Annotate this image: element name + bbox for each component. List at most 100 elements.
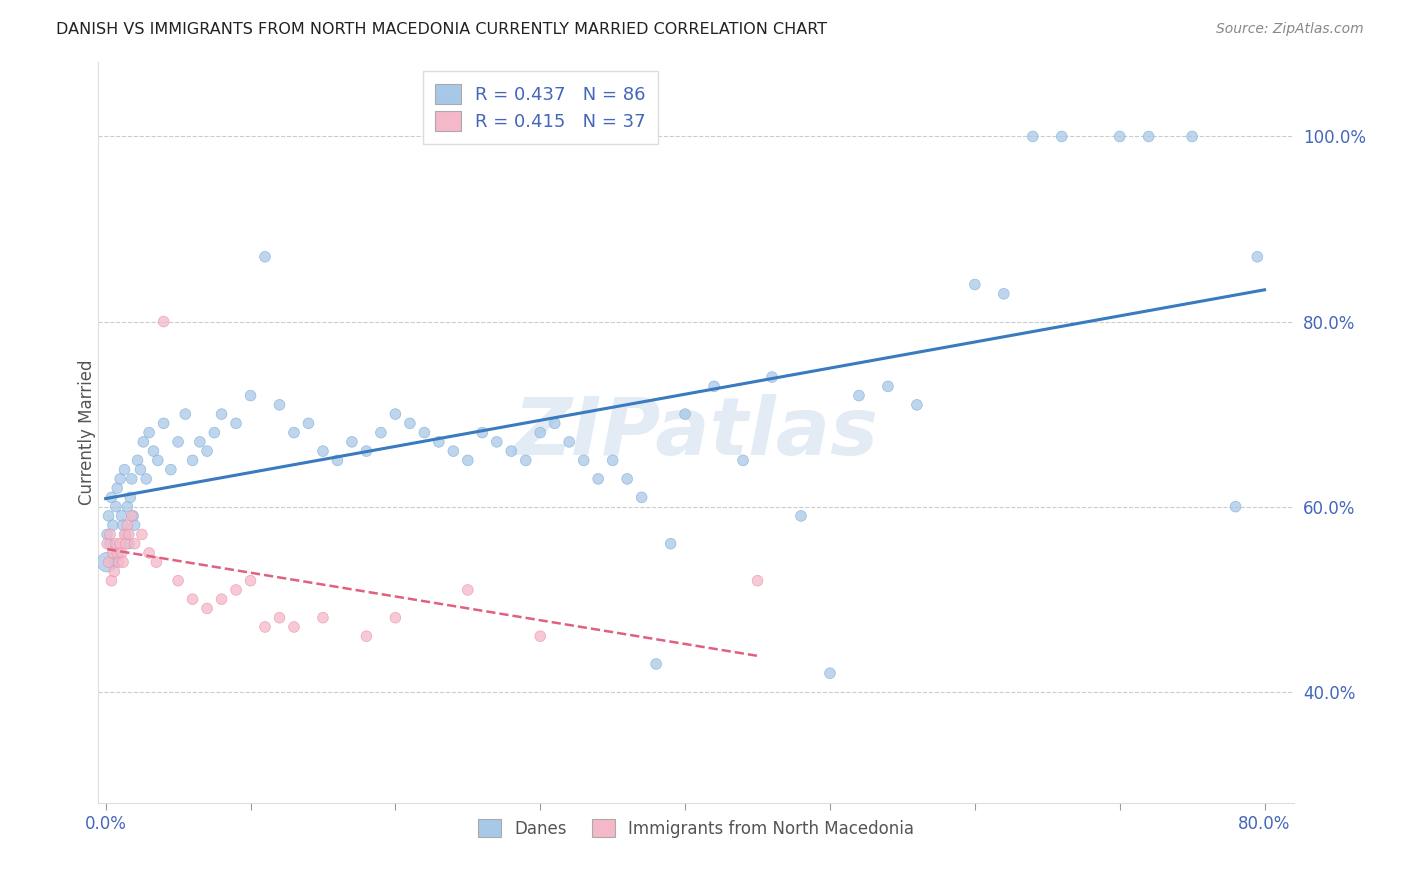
- Point: [96, 555, 118, 569]
- Point: [413, 425, 436, 440]
- Point: [122, 508, 145, 523]
- Point: [97, 508, 120, 523]
- Point: [399, 417, 422, 431]
- Point: [384, 407, 406, 421]
- Point: [167, 574, 190, 588]
- Point: [761, 370, 783, 384]
- Point: [174, 407, 197, 421]
- Point: [356, 629, 378, 643]
- Point: [630, 491, 652, 505]
- Point: [211, 407, 233, 421]
- Point: [572, 453, 595, 467]
- Point: [269, 398, 291, 412]
- Point: [211, 592, 233, 607]
- Point: [877, 379, 900, 393]
- Text: ZIPatlas: ZIPatlas: [513, 393, 879, 472]
- Point: [105, 546, 128, 560]
- Point: [100, 574, 122, 588]
- Point: [112, 518, 135, 533]
- Point: [121, 472, 143, 486]
- Point: [283, 425, 305, 440]
- Point: [114, 527, 136, 541]
- Point: [616, 472, 638, 486]
- Point: [114, 462, 136, 476]
- Point: [96, 536, 118, 550]
- Point: [1225, 500, 1247, 514]
- Point: [326, 453, 349, 467]
- Point: [195, 601, 218, 615]
- Point: [108, 472, 131, 486]
- Point: [117, 518, 139, 533]
- Point: [152, 315, 174, 329]
- Point: [167, 434, 190, 449]
- Point: [356, 444, 378, 458]
- Point: [98, 527, 121, 541]
- Point: [731, 453, 754, 467]
- Point: [98, 536, 121, 550]
- Point: [103, 565, 125, 579]
- Point: [848, 389, 870, 403]
- Point: [124, 518, 146, 533]
- Point: [118, 536, 141, 550]
- Point: [529, 629, 551, 643]
- Point: [146, 453, 169, 467]
- Point: [188, 434, 211, 449]
- Point: [370, 425, 392, 440]
- Point: [501, 444, 523, 458]
- Point: [441, 444, 464, 458]
- Point: [110, 508, 132, 523]
- Point: [105, 481, 128, 495]
- Point: [225, 582, 247, 597]
- Point: [152, 417, 174, 431]
- Point: [118, 527, 141, 541]
- Text: Source: ZipAtlas.com: Source: ZipAtlas.com: [1216, 22, 1364, 37]
- Point: [1108, 129, 1130, 144]
- Y-axis label: Currently Married: Currently Married: [79, 359, 96, 506]
- Point: [104, 536, 127, 550]
- Point: [586, 472, 609, 486]
- Point: [117, 500, 139, 514]
- Point: [121, 508, 143, 523]
- Text: DANISH VS IMMIGRANTS FROM NORTH MACEDONIA CURRENTLY MARRIED CORRELATION CHART: DANISH VS IMMIGRANTS FROM NORTH MACEDONI…: [56, 22, 827, 37]
- Point: [108, 536, 131, 550]
- Point: [673, 407, 696, 421]
- Point: [129, 462, 152, 476]
- Point: [659, 536, 682, 550]
- Point: [100, 491, 122, 505]
- Point: [127, 453, 149, 467]
- Point: [818, 666, 841, 681]
- Point: [1246, 250, 1268, 264]
- Point: [1022, 129, 1045, 144]
- Point: [1137, 129, 1160, 144]
- Point: [1050, 129, 1073, 144]
- Point: [181, 592, 204, 607]
- Point: [253, 250, 276, 264]
- Point: [1181, 129, 1204, 144]
- Point: [471, 425, 494, 440]
- Point: [124, 536, 146, 550]
- Point: [107, 546, 129, 560]
- Point: [101, 518, 124, 533]
- Point: [790, 508, 813, 523]
- Point: [269, 611, 291, 625]
- Point: [131, 527, 153, 541]
- Point: [225, 417, 247, 431]
- Point: [138, 425, 160, 440]
- Point: [384, 611, 406, 625]
- Point: [297, 417, 319, 431]
- Point: [312, 444, 335, 458]
- Point: [993, 286, 1015, 301]
- Point: [283, 620, 305, 634]
- Point: [558, 434, 581, 449]
- Point: [115, 527, 138, 541]
- Point: [312, 611, 335, 625]
- Point: [427, 434, 450, 449]
- Point: [110, 546, 132, 560]
- Point: [905, 398, 928, 412]
- Point: [515, 453, 537, 467]
- Point: [132, 434, 155, 449]
- Point: [703, 379, 725, 393]
- Point: [101, 546, 124, 560]
- Point: [142, 444, 165, 458]
- Point: [645, 657, 668, 671]
